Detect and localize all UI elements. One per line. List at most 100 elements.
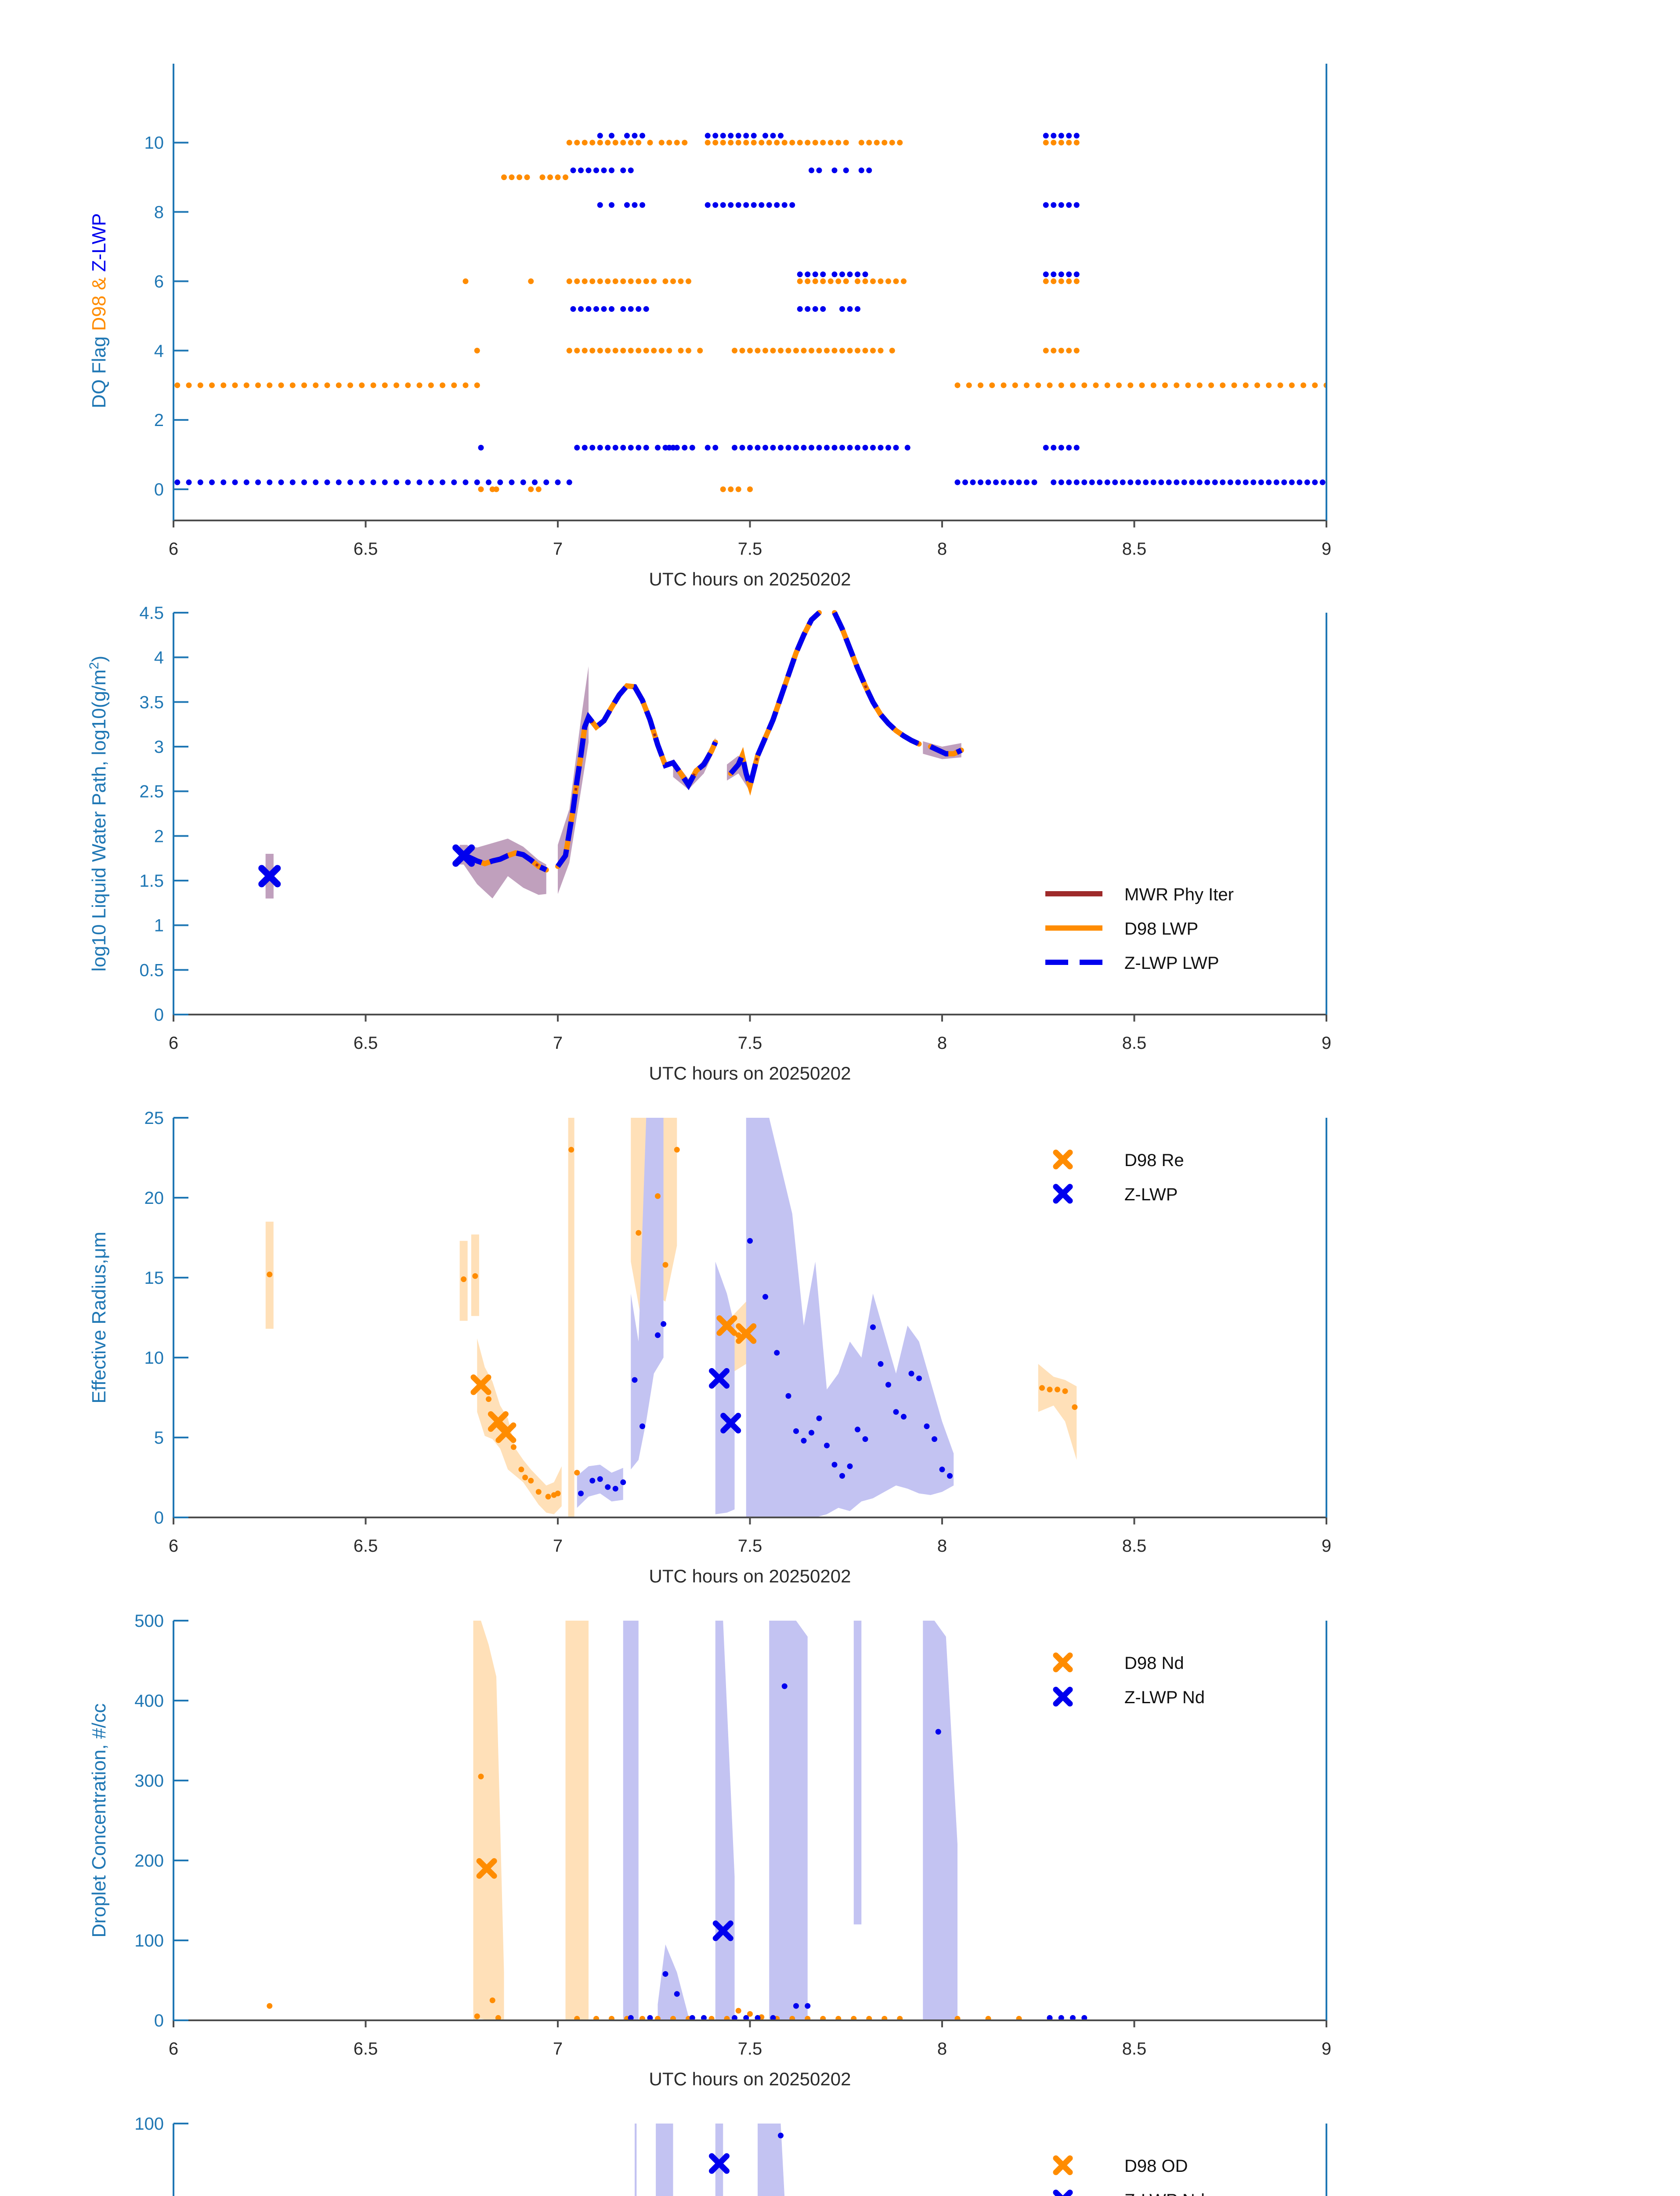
data-point bbox=[1058, 140, 1064, 146]
data-point bbox=[405, 479, 411, 485]
data-point bbox=[1066, 133, 1072, 139]
data-point bbox=[1058, 479, 1064, 485]
data-point bbox=[1139, 382, 1145, 388]
data-point bbox=[1070, 2015, 1076, 2020]
data-point bbox=[624, 133, 630, 139]
data-point bbox=[232, 382, 238, 388]
y-tick-label: 4 bbox=[154, 341, 164, 361]
data-point bbox=[970, 479, 976, 485]
data-point bbox=[1231, 382, 1237, 388]
data-point bbox=[655, 2015, 661, 2020]
uncertainty-band bbox=[631, 1118, 664, 1470]
series-line-zlwp bbox=[832, 611, 921, 747]
data-point bbox=[1055, 1387, 1060, 1393]
data-point bbox=[1301, 382, 1306, 388]
data-point bbox=[1166, 479, 1172, 485]
data-point bbox=[739, 347, 745, 354]
data-point bbox=[855, 306, 860, 312]
data-point bbox=[858, 140, 864, 146]
data-point bbox=[597, 347, 603, 354]
data-point bbox=[670, 444, 676, 451]
data-point bbox=[878, 1361, 884, 1367]
data-point bbox=[336, 479, 342, 485]
y-axis-title: log10 Liquid Water Path, log10(g/m2) bbox=[87, 656, 110, 972]
x-tick-label: 6 bbox=[169, 2039, 178, 2059]
data-point bbox=[495, 2015, 501, 2020]
data-point bbox=[632, 133, 638, 139]
data-marker-x bbox=[258, 865, 281, 888]
data-point bbox=[824, 444, 830, 451]
data-point bbox=[535, 1489, 542, 1495]
data-point bbox=[636, 306, 642, 312]
data-point bbox=[839, 306, 845, 312]
data-point bbox=[855, 271, 860, 278]
data-point bbox=[639, 133, 645, 139]
uncertainty-band bbox=[577, 1464, 623, 1508]
data-marker-x bbox=[488, 1411, 509, 1432]
data-point bbox=[578, 306, 584, 312]
data-point bbox=[774, 1350, 780, 1356]
data-point bbox=[620, 306, 626, 312]
data-marker-x bbox=[720, 1412, 741, 1434]
y-tick-label: 6 bbox=[154, 272, 164, 291]
y-tick-label: 3 bbox=[154, 737, 164, 757]
data-point bbox=[232, 479, 238, 485]
series-line-zlwp bbox=[729, 610, 821, 796]
data-point bbox=[636, 278, 642, 284]
data-point bbox=[1043, 202, 1049, 208]
data-point bbox=[497, 479, 503, 485]
y-tick-label: 4.5 bbox=[139, 603, 164, 623]
data-point bbox=[570, 167, 576, 173]
data-point bbox=[589, 444, 596, 451]
data-point bbox=[778, 2132, 784, 2138]
uncertainty-band bbox=[715, 1261, 735, 1514]
uncertainty-band bbox=[568, 1118, 574, 1517]
data-point bbox=[985, 2015, 991, 2020]
y-tick-label: 200 bbox=[134, 1851, 164, 1871]
data-point bbox=[186, 382, 192, 388]
y-axis-title: Effective Radius,μm bbox=[88, 1232, 110, 1403]
data-point bbox=[370, 479, 376, 485]
y-tick-label: 10 bbox=[145, 134, 164, 153]
data-point bbox=[478, 486, 484, 492]
data-point bbox=[759, 202, 765, 208]
data-point bbox=[243, 382, 249, 388]
legend-marker-x bbox=[1053, 2155, 1073, 2175]
data-point bbox=[739, 444, 745, 451]
data-point bbox=[593, 2015, 599, 2020]
data-point bbox=[1066, 140, 1072, 146]
data-point bbox=[620, 444, 626, 451]
data-point bbox=[589, 347, 596, 354]
data-point bbox=[720, 140, 726, 146]
data-point bbox=[662, 278, 668, 284]
legend-label: MWR Phy Iter bbox=[1124, 885, 1234, 904]
data-point bbox=[774, 202, 780, 208]
data-point bbox=[574, 444, 580, 451]
legend-label: Z-LWP LWP bbox=[1124, 954, 1219, 973]
data-point bbox=[866, 2015, 872, 2020]
data-point bbox=[720, 486, 726, 492]
data-point bbox=[278, 479, 284, 485]
data-point bbox=[220, 479, 227, 485]
data-point bbox=[947, 1473, 953, 1479]
data-point bbox=[1208, 382, 1214, 388]
x-tick-label: 9 bbox=[1322, 1033, 1331, 1053]
data-point bbox=[628, 167, 634, 173]
data-point bbox=[816, 167, 822, 173]
data-marker-x bbox=[709, 1368, 730, 1389]
data-point bbox=[574, 2015, 580, 2020]
legend-label: D98 OD bbox=[1124, 2156, 1188, 2176]
data-point bbox=[605, 140, 611, 146]
data-point bbox=[620, 278, 626, 284]
data-point bbox=[639, 2015, 645, 2020]
y-tick-label: 4 bbox=[154, 648, 164, 668]
data-point bbox=[908, 1370, 914, 1376]
data-point bbox=[816, 444, 822, 451]
data-point bbox=[1008, 479, 1014, 485]
data-point bbox=[770, 444, 776, 451]
data-point bbox=[666, 444, 672, 451]
data-point bbox=[209, 382, 215, 388]
data-marker-x bbox=[709, 2153, 730, 2174]
data-marker-x bbox=[470, 1374, 491, 1395]
